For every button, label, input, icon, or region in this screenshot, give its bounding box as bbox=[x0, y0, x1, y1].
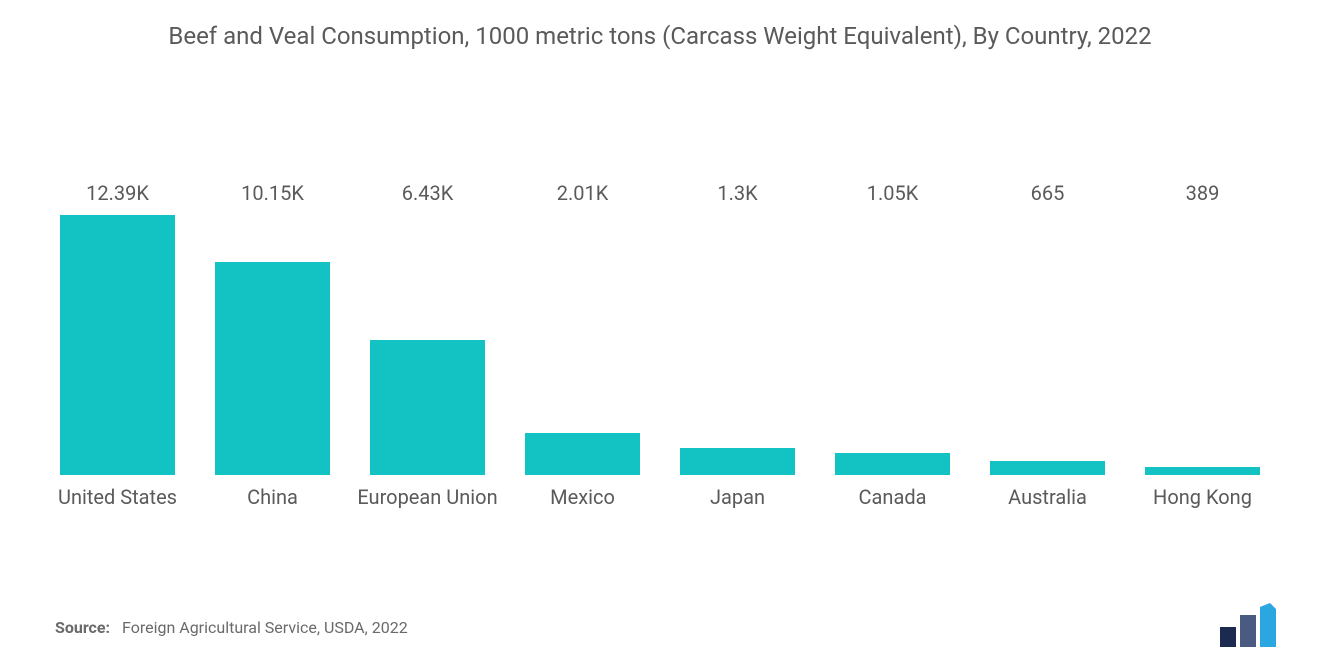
bar-value-label: 2.01K bbox=[557, 181, 609, 205]
bar bbox=[60, 215, 174, 475]
bar-slot: 12.39K bbox=[46, 215, 189, 475]
bar bbox=[370, 340, 484, 475]
bar-slot: 665 bbox=[976, 215, 1119, 475]
bar-value-label: 1.3K bbox=[717, 181, 757, 205]
bar-value-label: 6.43K bbox=[402, 181, 454, 205]
source-text: Foreign Agricultural Service, USDA, 2022 bbox=[122, 618, 408, 637]
brand-logo bbox=[1220, 603, 1280, 647]
bar-slot: 1.05K bbox=[821, 215, 964, 475]
bar bbox=[835, 453, 949, 475]
chart-title: Beef and Veal Consumption, 1000 metric t… bbox=[0, 0, 1320, 52]
source-line: Source: Foreign Agricultural Service, US… bbox=[55, 618, 408, 637]
bar bbox=[215, 262, 329, 475]
bar bbox=[680, 448, 794, 475]
bar-group: 12.39K United States bbox=[46, 215, 189, 535]
bar bbox=[990, 461, 1104, 475]
bar-value-label: 665 bbox=[1031, 181, 1065, 205]
bar-value-label: 389 bbox=[1186, 181, 1220, 205]
bar-group: 665 Australia bbox=[976, 215, 1119, 535]
bar-category-label: Canada bbox=[859, 485, 927, 535]
bar-group: 6.43K European Union bbox=[356, 215, 499, 535]
bar-slot: 389 bbox=[1131, 215, 1274, 475]
bar-group: 389 Hong Kong bbox=[1131, 215, 1274, 535]
bar-category-label: Mexico bbox=[550, 485, 615, 535]
bar-slot: 2.01K bbox=[511, 215, 654, 475]
bar-category-label: Japan bbox=[710, 485, 765, 535]
bar bbox=[525, 433, 639, 475]
bar-category-label: Australia bbox=[1008, 485, 1087, 535]
bar-group: 10.15K China bbox=[201, 215, 344, 535]
bar-category-label: China bbox=[247, 485, 298, 535]
bar-category-label: European Union bbox=[357, 485, 497, 535]
bar-slot: 6.43K bbox=[356, 215, 499, 475]
bar-group: 1.05K Canada bbox=[821, 215, 964, 535]
bar-group: 2.01K Mexico bbox=[511, 215, 654, 535]
bar-category-label: United States bbox=[58, 485, 177, 535]
chart-container: Beef and Veal Consumption, 1000 metric t… bbox=[0, 0, 1320, 665]
bar-category-label: Hong Kong bbox=[1153, 485, 1252, 535]
source-label: Source: bbox=[55, 618, 110, 637]
bar-value-label: 10.15K bbox=[241, 181, 304, 205]
bar-slot: 10.15K bbox=[201, 215, 344, 475]
bar-group: 1.3K Japan bbox=[666, 215, 809, 535]
logo-icon bbox=[1220, 603, 1280, 647]
plot-area: 12.39K United States 10.15K China 6.43K Europ… bbox=[40, 150, 1280, 535]
bar-value-label: 12.39K bbox=[86, 181, 149, 205]
bar-value-label: 1.05K bbox=[867, 181, 919, 205]
bar-slot: 1.3K bbox=[666, 215, 809, 475]
bar bbox=[1145, 467, 1259, 475]
